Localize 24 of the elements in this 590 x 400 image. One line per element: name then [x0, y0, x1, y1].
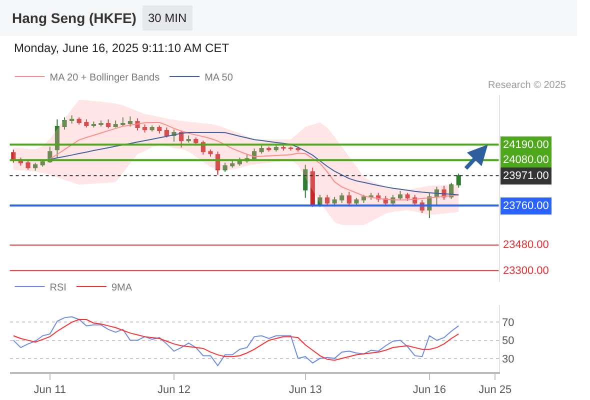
- ref-line-label: 23300.00: [503, 265, 549, 277]
- y-tick-label: 70: [502, 317, 514, 330]
- x-tick-label: Jun 16: [412, 384, 446, 396]
- x-tick-label: Jun 12: [157, 384, 191, 396]
- text: Research © 2025: [488, 80, 566, 91]
- chart-title: Hang Seng (HKFE): [12, 10, 136, 26]
- ref-line-label: 23760.00: [503, 200, 549, 212]
- x-tick-label: Jun 25: [478, 384, 512, 396]
- ref-line-label: 24080.00: [503, 154, 549, 166]
- y-tick-label: 30: [502, 353, 514, 366]
- legend-label: RSI: [50, 282, 66, 294]
- legend-label: MA 50: [204, 72, 234, 84]
- x-tick-label: Jun 11: [34, 384, 66, 396]
- chart-subtitle: Monday, June 16, 2025 9:11:10 AM CET: [14, 41, 230, 55]
- legend-label: MA 20 + Bollinger Bands: [50, 72, 160, 84]
- legend-label: 9MA: [111, 282, 132, 294]
- x-tick-label: Jun 13: [288, 384, 322, 396]
- line-series: [12, 316, 460, 366]
- line-series: [12, 318, 460, 361]
- ref-line-label: 23971.00: [503, 170, 549, 182]
- ref-line-label: 23480.00: [503, 239, 549, 251]
- text: 30 MIN: [148, 11, 187, 25]
- ref-line-label: 24190.00: [503, 139, 549, 151]
- y-tick-label: 50: [502, 335, 514, 348]
